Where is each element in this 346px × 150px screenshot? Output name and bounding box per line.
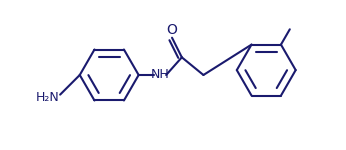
Text: NH: NH xyxy=(151,69,170,81)
Text: H₂N: H₂N xyxy=(36,91,59,104)
Text: O: O xyxy=(166,23,177,37)
